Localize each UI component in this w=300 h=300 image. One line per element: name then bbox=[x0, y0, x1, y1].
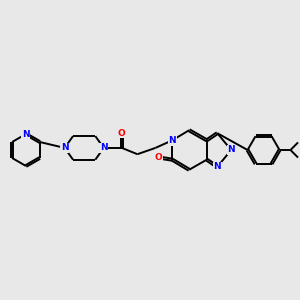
Text: O: O bbox=[118, 129, 126, 138]
Text: N: N bbox=[169, 136, 176, 145]
Text: N: N bbox=[22, 130, 30, 139]
Text: N: N bbox=[227, 146, 235, 154]
Text: O: O bbox=[155, 153, 163, 162]
Text: N: N bbox=[100, 143, 107, 152]
Text: N: N bbox=[214, 162, 221, 171]
Text: N: N bbox=[61, 143, 68, 152]
